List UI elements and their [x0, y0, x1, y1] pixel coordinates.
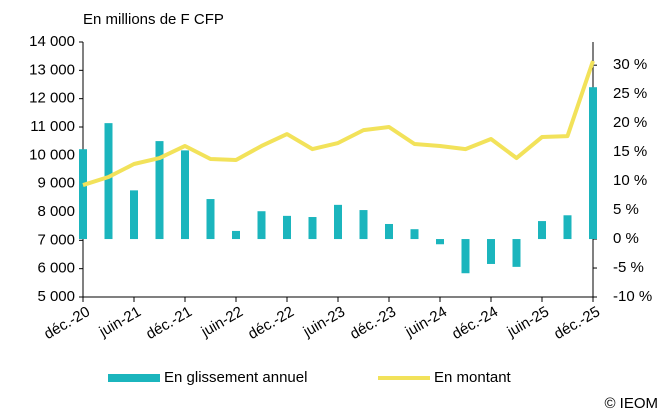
y-tick-label: 10 000 [29, 146, 75, 163]
bar [283, 215, 291, 240]
bar [512, 239, 521, 267]
y2-tick-label: 25 % [613, 85, 647, 102]
x-tick-label: juin-25 [504, 303, 552, 341]
legend-label: En glissement annuel [164, 369, 307, 386]
bar [410, 229, 419, 240]
bar [104, 123, 113, 240]
y2-tick-label: -10 % [613, 288, 652, 305]
x-tick-label: déc.-25 [551, 303, 603, 343]
bar [461, 239, 470, 274]
y-tick-label: 11 000 [30, 118, 75, 135]
bar [79, 149, 87, 240]
line [82, 60, 595, 187]
y-tick-label: 7 000 [37, 231, 75, 248]
y2-tick-label: 15 % [613, 143, 647, 160]
y2-tick-label: 20 % [613, 114, 647, 131]
subtitle: En millions de F CFP [83, 11, 224, 28]
y-tick-label: 6 000 [37, 260, 75, 277]
x-tick-label: juin-22 [198, 303, 246, 341]
y2-tick-label: 10 % [613, 172, 647, 189]
y-tick-label: 14 000 [29, 33, 75, 50]
x-tick-label: déc.-20 [41, 303, 93, 343]
bar [385, 223, 393, 240]
x-tick-label: juin-23 [300, 303, 348, 341]
x-tick-label: déc.-21 [143, 303, 195, 343]
bar [334, 204, 342, 240]
y2-tick-label: 5 % [613, 201, 639, 218]
credit: © IEOM [604, 395, 658, 412]
bar [257, 211, 266, 240]
bar [308, 217, 317, 240]
x-tick-label: juin-24 [402, 303, 450, 341]
legend-swatch [108, 374, 160, 382]
x-tick-label: déc.-23 [347, 303, 399, 343]
y-tick-label: 5 000 [37, 288, 75, 305]
bar [563, 215, 572, 240]
bar [589, 87, 597, 240]
y-tick-label: 13 000 [29, 61, 75, 78]
y2-tick-label: -5 % [613, 259, 644, 276]
bar [130, 190, 138, 240]
x-tick-label: juin-21 [96, 303, 144, 341]
x-tick-label: déc.-24 [449, 303, 501, 343]
y2-tick-label: 30 % [613, 56, 647, 73]
y-tick-label: 12 000 [29, 90, 75, 107]
bar [538, 221, 546, 240]
bar [232, 230, 240, 240]
bar [206, 199, 215, 240]
y-tick-label: 9 000 [37, 175, 75, 192]
y-tick-label: 8 000 [37, 203, 75, 220]
legend-label: En montant [434, 369, 512, 386]
bar [436, 239, 444, 245]
bar [181, 150, 189, 240]
bar [487, 239, 495, 264]
bar [155, 141, 164, 240]
y2-tick-label: 0 % [613, 230, 639, 247]
x-tick-label: déc.-22 [245, 303, 297, 343]
bar [359, 210, 368, 240]
